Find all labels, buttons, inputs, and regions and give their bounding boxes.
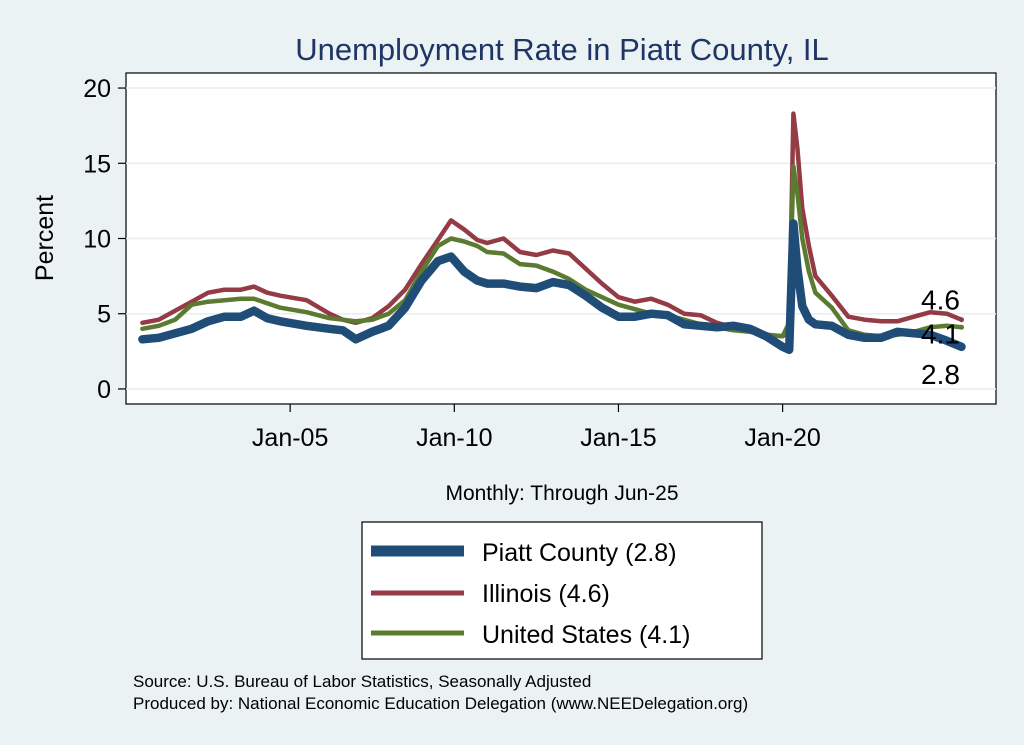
x-axis: Jan-05 Jan-10 Jan-15 Jan-20 — [252, 404, 821, 452]
source-note: Source: U.S. Bureau of Labor Statistics,… — [133, 672, 592, 691]
chart-title: Unemployment Rate in Piatt County, IL — [295, 32, 829, 67]
end-label-illinois: 4.6 — [921, 285, 960, 316]
x-tick-label: Jan-15 — [580, 424, 656, 452]
x-axis-title: Monthly: Through Jun-25 — [445, 482, 678, 505]
y-tick-label: 0 — [97, 376, 111, 404]
legend-label-united-states: United States (4.1) — [482, 621, 690, 649]
series-line-united-states — [140, 164, 964, 339]
x-tick-label: Jan-20 — [744, 424, 820, 452]
series-endpoint-illinois — [959, 317, 965, 323]
y-axis-title: Percent — [31, 195, 59, 281]
legend-label-illinois: Illinois (4.6) — [482, 580, 610, 608]
legend: Piatt County (2.8) Illinois (4.6) United… — [361, 521, 763, 660]
end-labels: 4.64.1 2.8 — [921, 285, 960, 390]
y-tick-label: 20 — [83, 75, 111, 103]
y-tick-label: 5 — [97, 301, 111, 329]
series-line-illinois — [140, 111, 964, 339]
y-tick-label: 15 — [83, 150, 111, 178]
series-line-piatt-county — [138, 219, 966, 355]
y-tick-label: 10 — [83, 226, 111, 254]
grid-lines — [126, 87, 996, 390]
y-axis: 0 5 10 15 20 — [83, 75, 126, 404]
x-tick-label: Jan-10 — [416, 424, 492, 452]
producer-note: Produced by: National Economic Education… — [133, 694, 749, 713]
end-label-united-states: 4.1 — [921, 318, 960, 349]
x-tick-label: Jan-05 — [252, 424, 328, 452]
series-endpoint-piatt-county — [959, 344, 965, 350]
end-label-piatt-county: 2.8 — [921, 359, 960, 390]
series-endpoint-united-states — [959, 324, 965, 330]
series-lines — [138, 111, 966, 355]
legend-label-piatt: Piatt County (2.8) — [482, 539, 677, 567]
